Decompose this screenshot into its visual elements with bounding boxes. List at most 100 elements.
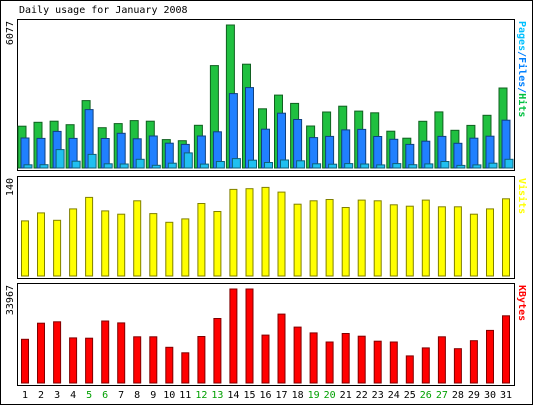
bar-pages-day-5 — [87, 153, 97, 169]
bar-visits-day-25 — [405, 205, 414, 277]
bar-kbytes-day-1 — [21, 338, 29, 384]
x-tick-label-21: 21 — [340, 390, 352, 401]
bar-files-day-29 — [469, 137, 479, 169]
bar-pages-day-14 — [231, 158, 241, 169]
bar-files-day-21 — [341, 129, 351, 169]
bar-visits-day-6 — [101, 210, 110, 277]
bar-visits-day-13 — [213, 211, 222, 277]
bar-pages-day-20 — [328, 163, 338, 169]
bar-pages-day-4 — [71, 160, 81, 169]
bar-visits-day-24 — [389, 204, 398, 277]
bar-visits-day-5 — [85, 196, 94, 277]
bar-visits-day-29 — [469, 213, 478, 277]
bar-kbytes-day-3 — [53, 321, 62, 384]
bar-files-day-1 — [20, 137, 30, 169]
bar-visits-day-26 — [421, 199, 430, 277]
bar-visits-day-2 — [37, 212, 45, 277]
bar-pages-day-7 — [119, 163, 129, 169]
bar-visits-day-7 — [117, 213, 126, 277]
x-tick-label-16: 16 — [259, 390, 271, 401]
bar-pages-day-30 — [488, 162, 498, 169]
bar-pages-day-25 — [408, 164, 418, 169]
x-tick-label-23: 23 — [372, 390, 384, 401]
x-tick-label-17: 17 — [275, 390, 287, 401]
bar-kbytes-day-10 — [165, 346, 174, 384]
bar-visits-day-12 — [197, 203, 206, 277]
x-tick-label-26: 26 — [420, 390, 432, 401]
bar-pages-day-11 — [183, 152, 193, 169]
x-tick-label-13: 13 — [211, 390, 223, 401]
x-tick-label-22: 22 — [356, 390, 368, 401]
bar-visits-day-15 — [245, 188, 254, 277]
x-tick-label-19: 19 — [308, 390, 320, 401]
x-tick-label-20: 20 — [324, 390, 336, 401]
bar-kbytes-day-27 — [437, 336, 446, 384]
bar-pages-day-29 — [472, 164, 482, 169]
bar-pages-day-3 — [55, 149, 65, 169]
bar-kbytes-day-12 — [197, 336, 206, 384]
panel-hits: 6077 Pages/Files/Hits — [5, 19, 528, 171]
x-tick-label-11: 11 — [179, 390, 191, 401]
bar-kbytes-day-22 — [357, 335, 366, 384]
panel-hits-legend: Pages/Files/Hits — [516, 21, 528, 117]
x-tick-label-27: 27 — [436, 390, 448, 401]
x-tick-label-24: 24 — [388, 390, 400, 401]
bar-pages-day-27 — [440, 161, 450, 169]
bar-kbytes-day-2 — [37, 322, 45, 384]
panel-kbytes: 33967 KBytes — [5, 283, 527, 386]
x-tick-label-18: 18 — [292, 390, 304, 401]
bar-pages-day-24 — [392, 163, 402, 169]
bar-visits-day-16 — [261, 186, 270, 277]
bar-files-day-2 — [36, 137, 46, 169]
x-tick-label-6: 6 — [102, 390, 108, 401]
bar-kbytes-day-26 — [421, 347, 430, 384]
bar-kbytes-day-7 — [117, 322, 126, 384]
bar-visits-day-28 — [453, 206, 462, 277]
bar-visits-day-4 — [69, 208, 78, 277]
bar-visits-day-27 — [437, 206, 446, 277]
bar-visits-day-3 — [53, 219, 62, 277]
bar-files-day-22 — [357, 128, 367, 169]
bar-visits-day-31 — [502, 198, 510, 277]
bar-pages-day-17 — [280, 159, 289, 169]
chart-title: Daily usage for January 2008 — [19, 5, 188, 16]
bar-pages-day-19 — [312, 163, 322, 169]
bar-kbytes-day-24 — [389, 341, 398, 384]
x-tick-label-10: 10 — [163, 390, 175, 401]
x-tick-label-28: 28 — [452, 390, 464, 401]
bar-pages-day-31 — [504, 158, 514, 169]
x-tick-label-15: 15 — [243, 390, 255, 401]
x-tick-label-4: 4 — [70, 390, 76, 401]
bar-pages-day-16 — [264, 162, 273, 169]
bar-pages-day-9 — [151, 164, 161, 169]
bar-kbytes-day-25 — [405, 355, 414, 384]
legend-hits-part-1: / — [516, 51, 527, 57]
x-tick-label-12: 12 — [195, 390, 207, 401]
bar-kbytes-day-20 — [325, 341, 334, 384]
bar-visits-day-1 — [21, 220, 29, 277]
bar-visits-day-8 — [133, 200, 142, 277]
bar-visits-day-17 — [277, 191, 286, 277]
bar-pages-day-18 — [296, 160, 306, 169]
bar-visits-day-10 — [165, 221, 174, 277]
bar-kbytes-day-6 — [101, 320, 110, 384]
bar-kbytes-day-16 — [261, 334, 270, 384]
panel-visits-ymax-label: 140 — [5, 178, 16, 196]
bar-kbytes-day-11 — [181, 352, 190, 384]
bar-visits-day-18 — [293, 203, 302, 277]
x-tick-label-5: 5 — [86, 390, 92, 401]
x-tick-label-2: 2 — [38, 390, 44, 401]
x-tick-label-25: 25 — [404, 390, 416, 401]
bar-pages-day-23 — [376, 164, 386, 169]
bar-kbytes-day-13 — [213, 318, 222, 384]
x-axis-labels: 1 2 3 4 5 6 7 8 9 10 11 12 13 14 15 16 17 18 19 20 21 22 23 24 2… — [22, 390, 512, 401]
bar-visits-day-20 — [325, 199, 334, 277]
bar-pages-day-13 — [215, 161, 225, 169]
bar-visits-day-9 — [149, 213, 158, 277]
bar-visits-day-22 — [357, 199, 366, 277]
bar-files-day-9 — [148, 135, 158, 169]
bar-files-day-7 — [116, 132, 126, 169]
bar-kbytes-day-28 — [453, 348, 462, 384]
bar-pages-day-6 — [103, 163, 113, 169]
